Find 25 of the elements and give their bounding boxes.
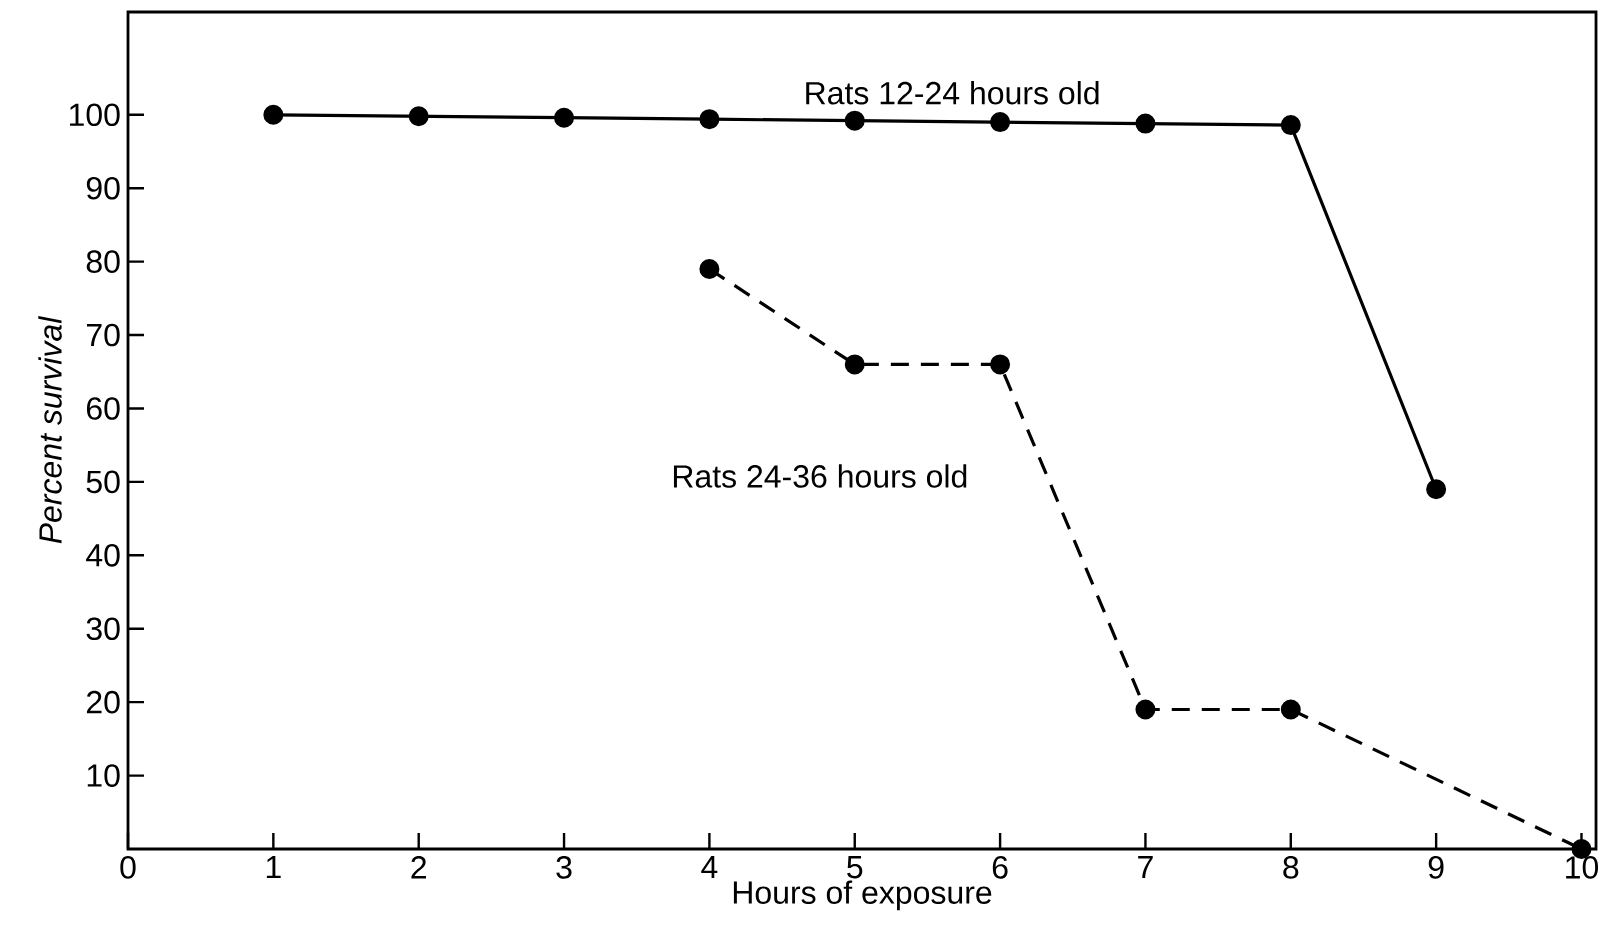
series-label: Rats 12-24 hours old — [806, 81, 1099, 105]
x-tick-label: 1 — [266, 856, 281, 879]
x-tick-label: 10 — [1566, 856, 1599, 879]
y-tick-label: 90 — [86, 176, 120, 200]
y-tick-label: 100 — [69, 103, 120, 127]
y-tick-label: 10 — [87, 764, 120, 787]
x-tick-label: 2 — [411, 856, 426, 879]
y-tick-label: 70 — [86, 323, 120, 347]
y-axis-title: Percent survival — [38, 315, 62, 544]
x-tick-label: 0 — [120, 856, 136, 879]
y-tick-label: 80 — [86, 250, 120, 273]
x-tick-label: 9 — [1428, 856, 1444, 879]
y-tick-label: 20 — [86, 690, 120, 714]
y-tick-label: 30 — [86, 617, 120, 641]
x-tick-label: 6 — [992, 856, 1008, 879]
y-tick-label: 50 — [86, 470, 120, 494]
x-tick-label: 8 — [1283, 856, 1299, 879]
y-tick-label: 60 — [86, 397, 120, 420]
x-tick-label: 4 — [701, 856, 718, 879]
text: Rats 24-36 hours old — [673, 464, 967, 488]
x-tick-label: 7 — [1138, 856, 1153, 879]
y-tick-label: 40 — [86, 543, 120, 567]
x-tick-label: 3 — [556, 856, 572, 879]
x-axis-title: Hours of exposure — [733, 880, 992, 911]
x-tick-label: 5 — [847, 856, 863, 879]
